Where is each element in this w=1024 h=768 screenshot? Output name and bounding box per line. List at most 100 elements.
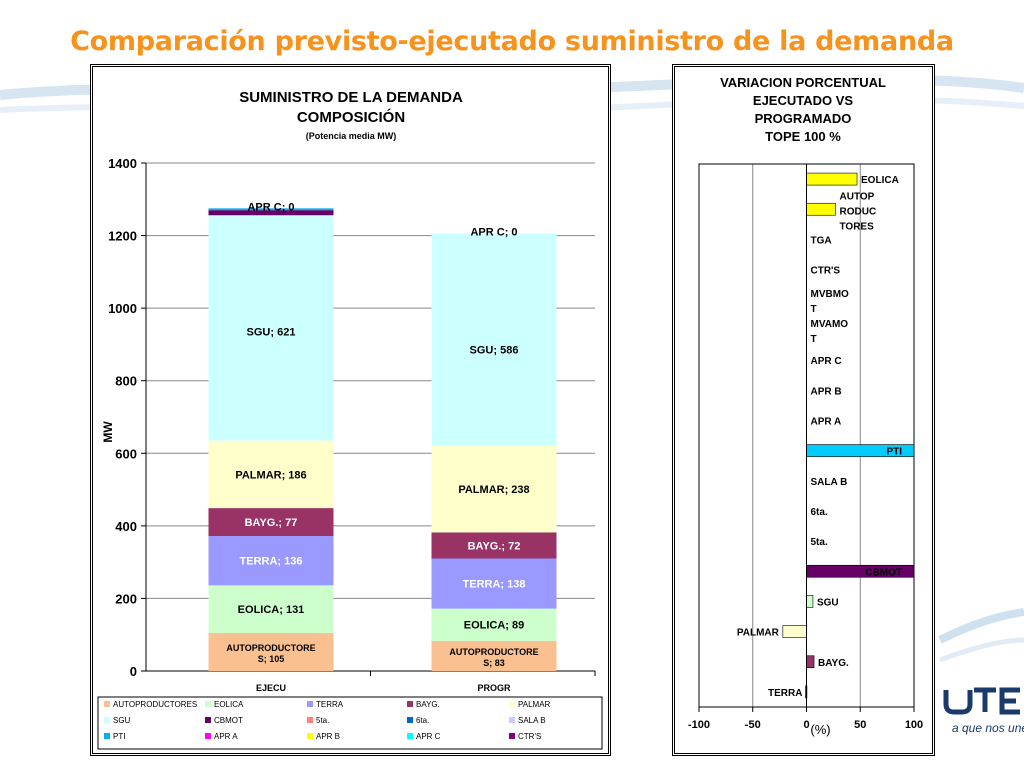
legend-label: SALA B bbox=[518, 716, 546, 725]
chart-title-line: EJECUTADO VS bbox=[753, 93, 853, 108]
category-label: AUTOP bbox=[840, 191, 875, 202]
stacked-bar-chart: SUMINISTRO DE LA DEMANDA COMPOSICIÓN (Pote… bbox=[97, 89, 603, 750]
data-label: AUTOPRODUCTORE bbox=[226, 643, 315, 653]
bar-segment-eolica bbox=[208, 585, 334, 633]
legend-label: APR B bbox=[316, 732, 340, 741]
y-tick-label: 1200 bbox=[108, 229, 137, 244]
data-label: EOLICA; 131 bbox=[238, 604, 305, 616]
bar-sgu bbox=[806, 595, 814, 608]
category-label: SALA B bbox=[811, 477, 848, 488]
legend-label: APR C bbox=[416, 732, 441, 741]
bar-segment-terra bbox=[208, 536, 334, 586]
category-label: SGU bbox=[817, 597, 839, 608]
bar-segment-sgu bbox=[208, 215, 334, 441]
bar-segment-bayg- bbox=[431, 532, 557, 559]
legend-label: PALMAR bbox=[518, 700, 551, 709]
x-category-label: PROGR bbox=[477, 683, 511, 693]
category-label: BAYG. bbox=[818, 658, 849, 669]
legend-swatch bbox=[407, 733, 413, 739]
category-label: RODUC bbox=[840, 206, 877, 217]
variation-bar-panel: VARIACION PORCENTUAL EJECUTADO VS PROGRAMA… bbox=[672, 64, 935, 756]
category-label: TORES bbox=[840, 221, 875, 232]
bar-segment-eolica bbox=[431, 608, 557, 641]
data-label: TERRA; 138 bbox=[463, 579, 526, 591]
legend-label: 5ta. bbox=[316, 716, 329, 725]
y-tick-label: 200 bbox=[115, 591, 137, 606]
ute-logo bbox=[943, 687, 1020, 715]
legend-swatch bbox=[407, 717, 413, 723]
y-tick-label: 600 bbox=[115, 446, 137, 461]
category-label: 5ta. bbox=[811, 537, 828, 548]
chart-title-line: PROGRAMADO bbox=[755, 111, 852, 126]
data-label: TERRA; 136 bbox=[240, 556, 303, 568]
bar-segment-pti bbox=[208, 208, 334, 211]
x-axis-label: (%) bbox=[810, 722, 830, 737]
legend-swatch bbox=[205, 733, 211, 739]
data-label: AUTOPRODUCTORE bbox=[449, 647, 538, 657]
x-tick-label: -50 bbox=[745, 719, 761, 731]
legend-label: PTI bbox=[113, 732, 125, 741]
legend-swatch bbox=[104, 701, 110, 707]
legend-swatch bbox=[509, 701, 515, 707]
data-label: PALMAR; 238 bbox=[458, 484, 529, 496]
legend-label: BAYG. bbox=[416, 700, 440, 709]
y-tick-label: 400 bbox=[115, 519, 137, 534]
bar-eolica bbox=[806, 172, 858, 186]
data-label: PALMAR; 186 bbox=[235, 469, 306, 481]
chart-title-line: TOPE 100 % bbox=[765, 129, 841, 144]
category-label: CTR'S bbox=[811, 266, 841, 277]
legend-swatch bbox=[407, 701, 413, 707]
bar-segment-terra bbox=[431, 558, 557, 609]
category-label: EOLICA bbox=[861, 175, 899, 186]
bar-segment-sgu bbox=[431, 233, 557, 447]
category-label: T bbox=[811, 334, 817, 345]
data-label-top: APR C; 0 bbox=[247, 201, 294, 213]
legend-swatch bbox=[307, 717, 313, 723]
x-tick-label: 100 bbox=[905, 719, 923, 731]
chart-title-line2: COMPOSICIÓN bbox=[297, 108, 405, 126]
bar-autoproductores bbox=[806, 202, 836, 216]
footer-slogan: a que nos une bbox=[952, 721, 1024, 735]
chart-title: SUMINISTRO DE LA DEMANDA bbox=[239, 89, 463, 106]
legend-swatch bbox=[509, 717, 515, 723]
legend-label: 6ta. bbox=[416, 716, 429, 725]
legend-box bbox=[97, 696, 603, 750]
category-label: CBMOT bbox=[865, 567, 902, 578]
bar-palmar bbox=[782, 625, 807, 638]
data-label: BAYG.; 77 bbox=[245, 517, 298, 529]
bar-segment-cbmot bbox=[208, 210, 334, 216]
y-tick-label: 1000 bbox=[108, 301, 137, 316]
stacked-bar-panel: SUMINISTRO DE LA DEMANDA COMPOSICIÓN (Pote… bbox=[90, 64, 611, 756]
bar-segment-bayg- bbox=[208, 508, 334, 537]
data-label: S; 83 bbox=[483, 658, 505, 668]
legend-label: CBMOT bbox=[214, 716, 243, 725]
category-label: APR A bbox=[811, 416, 842, 427]
x-tick-label: 50 bbox=[854, 719, 866, 731]
legend-label: AUTOPRODUCTORES bbox=[113, 700, 197, 709]
category-label: PALMAR bbox=[737, 628, 780, 639]
legend-label: EOLICA bbox=[214, 700, 244, 709]
bar-segment-palmar bbox=[208, 440, 334, 509]
legend-swatch bbox=[104, 733, 110, 739]
variation-bar-chart: VARIACION PORCENTUAL EJECUTADO VS PROGRAMA… bbox=[688, 75, 923, 737]
data-label: S; 105 bbox=[258, 654, 285, 664]
y-tick-label: 800 bbox=[115, 374, 137, 389]
x-tick-label: -100 bbox=[688, 719, 710, 731]
legend-swatch bbox=[307, 733, 313, 739]
category-label: APR B bbox=[811, 386, 842, 397]
category-label: TGA bbox=[811, 235, 832, 246]
legend-swatch bbox=[205, 701, 211, 707]
bar-segment-palmar bbox=[431, 446, 557, 533]
legend-swatch bbox=[509, 733, 515, 739]
legend-label: APR A bbox=[214, 732, 238, 741]
x-category-label: EJECU bbox=[256, 683, 286, 693]
bar-segment-autoproductores bbox=[431, 640, 557, 671]
page-title: Comparación previsto-ejecutado suministr… bbox=[70, 26, 954, 57]
y-axis-label: MW bbox=[101, 421, 115, 443]
category-label: APR C bbox=[811, 356, 842, 367]
x-tick-label: 0 bbox=[803, 719, 809, 731]
data-label: BAYG.; 72 bbox=[468, 540, 521, 552]
legend-swatch bbox=[205, 717, 211, 723]
y-tick-label: 1400 bbox=[108, 156, 137, 171]
data-label: EOLICA; 89 bbox=[464, 620, 525, 632]
